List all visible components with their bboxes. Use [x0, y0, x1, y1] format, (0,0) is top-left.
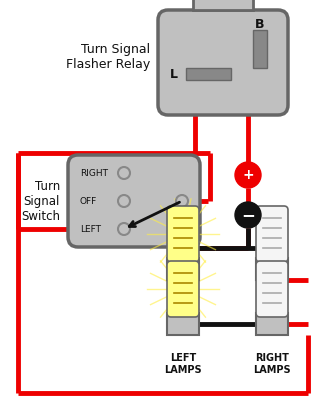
- Circle shape: [235, 162, 261, 188]
- Text: LEFT
LAMPS: LEFT LAMPS: [164, 353, 202, 374]
- Text: L: L: [170, 68, 178, 81]
- Text: RIGHT
LAMPS: RIGHT LAMPS: [253, 353, 291, 374]
- Bar: [167, 258, 199, 280]
- Circle shape: [176, 195, 188, 207]
- Bar: [256, 313, 288, 335]
- Bar: [253, 30, 267, 68]
- Text: LEFT: LEFT: [80, 225, 101, 234]
- Text: Turn Signal
Flasher Relay: Turn Signal Flasher Relay: [66, 43, 150, 71]
- FancyBboxPatch shape: [158, 10, 288, 115]
- FancyBboxPatch shape: [256, 261, 288, 317]
- FancyBboxPatch shape: [167, 261, 199, 317]
- Text: −: −: [241, 206, 255, 224]
- Bar: [256, 258, 288, 280]
- Circle shape: [118, 223, 130, 235]
- FancyBboxPatch shape: [68, 155, 200, 247]
- Text: OFF: OFF: [80, 197, 97, 206]
- Circle shape: [118, 195, 130, 207]
- FancyBboxPatch shape: [256, 206, 288, 262]
- Text: +: +: [242, 168, 254, 182]
- Bar: [167, 313, 199, 335]
- Circle shape: [118, 167, 130, 179]
- FancyBboxPatch shape: [167, 206, 199, 262]
- Bar: [193, 0, 253, 10]
- Text: RIGHT: RIGHT: [80, 168, 108, 177]
- Bar: [186, 68, 231, 80]
- Text: B: B: [255, 18, 265, 31]
- Circle shape: [235, 202, 261, 228]
- Text: Turn
Signal
Switch: Turn Signal Switch: [21, 179, 60, 223]
